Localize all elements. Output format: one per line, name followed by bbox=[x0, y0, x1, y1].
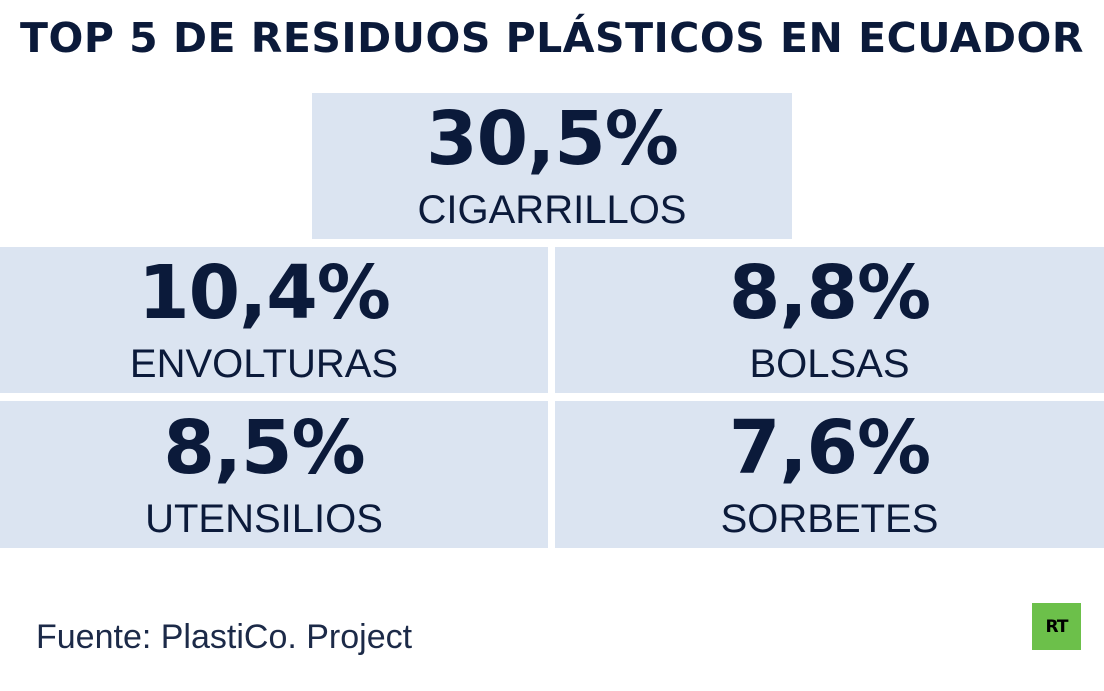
item-cell-utensilios: 8,5% UTENSILIOS bbox=[0, 401, 548, 548]
item-label: ENVOLTURAS bbox=[129, 342, 399, 386]
item-label: SORBETES bbox=[720, 496, 939, 541]
rt-logo-text: RT bbox=[1045, 616, 1069, 637]
item-cell-sorbetes: 7,6% SORBETES bbox=[555, 401, 1104, 548]
item-cell-cigarrillos: 30,5% CIGARRILLOS bbox=[312, 93, 792, 239]
rt-logo: RT bbox=[1032, 603, 1081, 650]
item-label: BOLSAS bbox=[749, 342, 910, 386]
item-value: 8,8% bbox=[728, 250, 931, 336]
source-note: Fuente: PlastiCo. Project bbox=[36, 618, 413, 656]
item-value: 8,5% bbox=[163, 404, 365, 491]
item-value: 30,5% bbox=[426, 96, 679, 182]
item-value: 10,4% bbox=[138, 250, 391, 336]
chart-title: TOP 5 DE RESIDUOS PLÁSTICOS EN ECUADOR bbox=[20, 14, 1084, 62]
item-label: UTENSILIOS bbox=[145, 496, 383, 541]
item-cell-bolsas: 8,8% BOLSAS bbox=[555, 247, 1104, 393]
item-label: CIGARRILLOS bbox=[417, 188, 687, 232]
item-cell-envolturas: 10,4% ENVOLTURAS bbox=[0, 247, 548, 393]
item-value: 7,6% bbox=[728, 404, 931, 491]
